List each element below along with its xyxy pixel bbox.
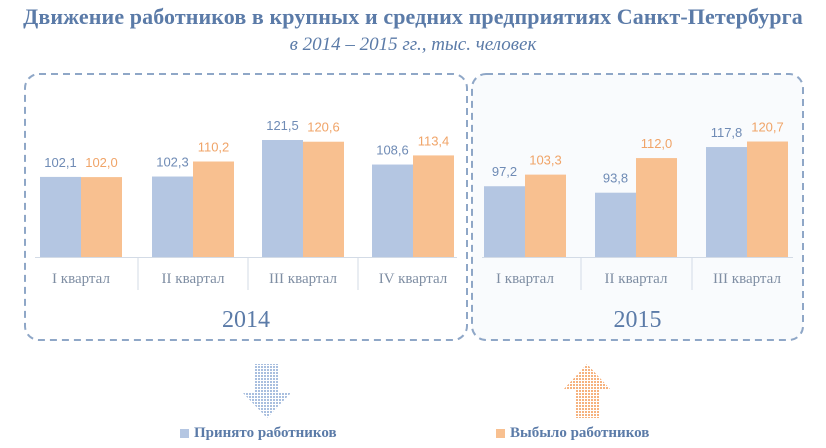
- bar-left: [193, 161, 234, 257]
- year-label: 2014: [222, 307, 270, 333]
- year-label: 2015: [614, 307, 662, 333]
- data-label-left: 112,0: [641, 136, 673, 151]
- data-label-hired: 121,5: [266, 118, 299, 133]
- data-label-hired: 102,3: [156, 155, 189, 170]
- data-label-left: 113,4: [418, 133, 450, 148]
- category-label: IV квартал: [379, 271, 448, 287]
- legend-label-left: Выбыло работников: [510, 424, 650, 441]
- data-label-hired: 93,8: [603, 171, 628, 186]
- data-label-left: 110,2: [198, 139, 230, 154]
- chart-title: Движение работников в крупных и средних …: [23, 4, 803, 29]
- legend-item-left: Выбыло работников: [496, 422, 649, 444]
- category-label: I квартал: [496, 271, 554, 287]
- arrow-up-icon: [563, 364, 611, 418]
- data-label-left: 120,6: [307, 120, 340, 135]
- data-label-hired: 108,6: [376, 143, 409, 158]
- bar-hired: [40, 176, 81, 257]
- bar-hired: [484, 186, 525, 257]
- data-label-hired: 102,1: [44, 155, 77, 170]
- bar-hired: [372, 164, 413, 257]
- bar-left: [636, 158, 677, 257]
- chart-subtitle: в 2014 – 2015 гг., тыс. человек: [289, 34, 537, 55]
- data-label-left: 120,7: [751, 120, 784, 135]
- data-label-left: 103,3: [529, 153, 562, 168]
- arrow-down-icon: [243, 364, 291, 418]
- bar-left: [747, 141, 788, 257]
- data-label-left: 102,0: [85, 155, 118, 170]
- bar-hired: [706, 147, 747, 257]
- legend-label-hired: Принято работников: [194, 424, 337, 441]
- category-label: III квартал: [713, 271, 781, 287]
- bar-hired: [262, 140, 303, 257]
- bar-left: [413, 155, 454, 257]
- bar-left: [303, 141, 344, 257]
- category-label: II квартал: [162, 271, 225, 287]
- legend-swatch-hired: [180, 428, 189, 438]
- category-label: I квартал: [52, 271, 110, 287]
- bar-left: [525, 174, 566, 257]
- bar-hired: [595, 192, 636, 257]
- bar-left: [81, 177, 122, 257]
- legend-item-hired: Принято работников: [180, 422, 337, 444]
- year-frame-2014: [24, 73, 468, 341]
- category-label: II квартал: [605, 271, 668, 287]
- data-label-hired: 117,8: [711, 125, 743, 140]
- legend-swatch-left: [496, 428, 505, 438]
- bar-hired: [152, 176, 193, 257]
- category-label: III квартал: [269, 271, 337, 287]
- data-label-hired: 97,2: [492, 164, 517, 179]
